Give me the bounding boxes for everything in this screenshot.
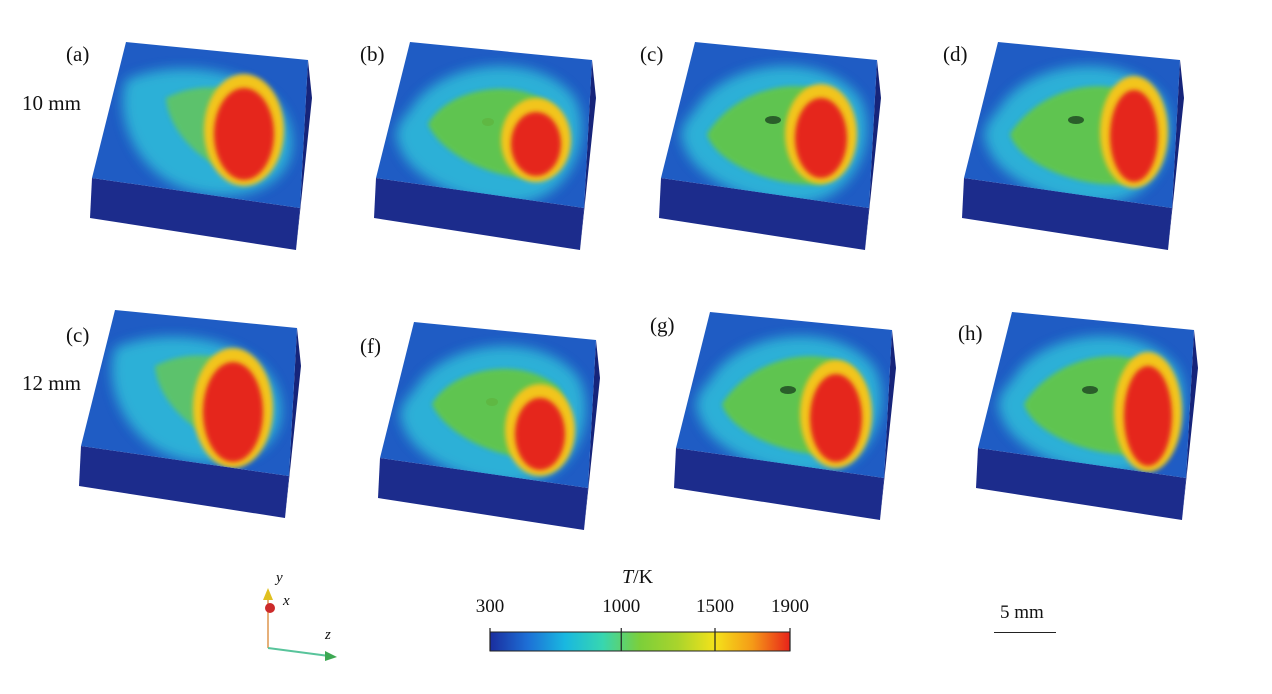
simulation-panel <box>958 38 1238 308</box>
simulation-panel <box>370 38 650 308</box>
simulation-panel <box>670 308 950 578</box>
block-side-face <box>1182 330 1198 520</box>
block-front-face <box>976 448 1186 520</box>
track-hole <box>1082 386 1098 394</box>
axis-label-z: z <box>325 627 331 643</box>
block-front-face <box>90 178 300 250</box>
colorbar-title: T/K <box>622 566 653 589</box>
panel-label-h: (h) <box>958 321 983 345</box>
melt-pool-core <box>214 88 274 180</box>
colorbar-gradient <box>489 631 791 652</box>
scale-bar-line <box>994 632 1056 633</box>
track-hole <box>780 386 796 394</box>
melt-pool-core <box>1110 90 1158 182</box>
block-front-face <box>79 446 289 518</box>
axis-label-y: y <box>276 570 283 586</box>
panel-label-b: (b) <box>360 42 385 66</box>
scale-bar-label: 5 mm <box>1000 602 1044 623</box>
block-side-face <box>880 330 896 520</box>
colorbar-title-unit: /K <box>633 566 654 588</box>
melt-pool-core <box>511 112 561 176</box>
track-hole <box>482 118 494 126</box>
melt-pool-core <box>795 98 847 178</box>
row-label-10mm: 10 mm <box>22 91 81 115</box>
x-axis-marker <box>265 603 275 613</box>
z-axis-arrow <box>325 651 337 661</box>
block-side-face <box>580 60 596 250</box>
block-front-face <box>374 178 584 250</box>
panel-label-f: (f) <box>360 334 381 358</box>
simulation-panel <box>655 38 935 308</box>
row-label-12mm: 12 mm <box>22 371 81 395</box>
panel-label-g: (g) <box>650 313 675 337</box>
block-side-face <box>296 60 312 250</box>
simulation-panel <box>75 306 355 576</box>
block-front-face <box>674 448 884 520</box>
y-axis-arrow <box>263 588 273 600</box>
colorbar-title-var: T <box>622 566 634 588</box>
panel-label-e: (c) <box>66 323 90 347</box>
melt-pool-core <box>810 374 862 462</box>
panel-label-c: (c) <box>640 42 664 66</box>
simulation-panel <box>374 318 654 588</box>
track-hole <box>486 398 498 406</box>
axes-indicator <box>263 588 337 661</box>
colorbar-tick-label: 1900 <box>771 596 809 617</box>
simulation-panel <box>86 38 366 308</box>
melt-pool-core <box>203 362 263 462</box>
block-front-face <box>962 178 1172 250</box>
z-axis-line <box>267 647 330 657</box>
block-side-face <box>865 60 881 250</box>
track-hole <box>765 116 781 124</box>
panel-label-d: (d) <box>943 42 968 66</box>
block-front-face <box>378 458 588 530</box>
track-hole <box>1068 116 1084 124</box>
block-side-face <box>285 328 301 518</box>
block-front-face <box>659 178 869 250</box>
simulation-panel <box>972 308 1252 578</box>
panel-label-a: (a) <box>66 42 90 66</box>
block-side-face <box>1168 60 1184 250</box>
melt-pool-core <box>515 398 565 470</box>
colorbar-tick-label: 1500 <box>696 596 734 617</box>
axis-label-x: x <box>283 593 290 609</box>
melt-pool-core <box>1124 366 1172 466</box>
colorbar <box>489 628 791 652</box>
colorbar-tick-label: 300 <box>475 596 505 617</box>
block-side-face <box>584 340 600 530</box>
colorbar-tick-label: 1000 <box>602 596 641 617</box>
